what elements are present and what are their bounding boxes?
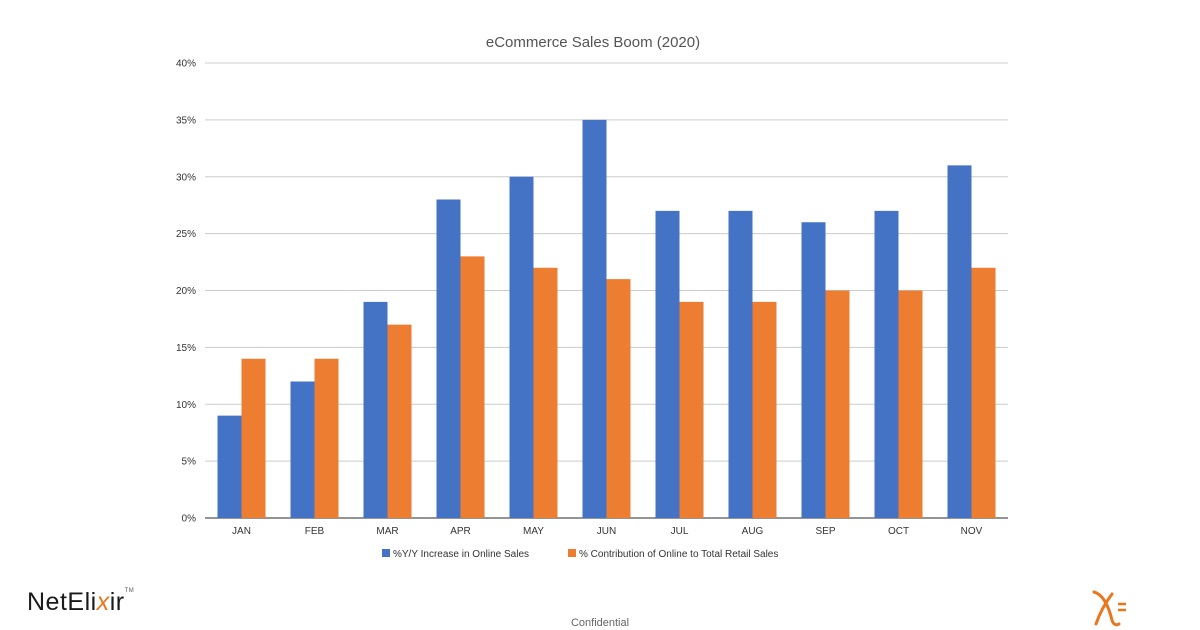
bar-online-contribution [825,290,850,518]
y-tick-label: 5% [182,457,197,468]
logo-text: Net [27,588,68,616]
bar-yoy-increase [290,381,315,518]
confidential-label: Confidential [570,617,630,629]
x-tick-label: AUG [742,526,764,537]
legend-swatch [568,549,576,557]
x-axis-ticks: JAN FEB MAR APR MAY JUN JUL AUG SEP OCT NOV [232,526,983,537]
x-tick-label: SEP [815,526,835,537]
bar-online-contribution [606,279,631,518]
x-tick-label: APR [450,526,471,537]
bar-online-contribution [971,267,996,518]
x-equals-logo-icon [1092,590,1126,627]
bar-online-contribution [387,324,412,518]
x-tick-label: MAR [376,526,398,537]
x-tick-label: MAY [523,526,544,537]
chart-title: eCommerce Sales Boom (2020) [486,34,700,51]
x-tick-label: JUL [671,526,689,537]
bar-yoy-increase [582,119,607,518]
x-tick-label: JAN [232,526,251,537]
legend-label: % Contribution of Online to Total Retail… [579,549,778,560]
bar-online-contribution [679,301,704,518]
y-tick-label: 30% [176,172,196,183]
bar-online-contribution [533,267,558,518]
legend-swatch [382,549,390,557]
x-tick-label: JUN [597,526,616,537]
bar-yoy-increase [436,199,461,518]
x-tick-label: OCT [888,526,909,537]
bar-yoy-increase [363,301,388,518]
bar-online-contribution [752,301,777,518]
bar-online-contribution [241,358,266,518]
bar-yoy-increase [874,210,899,518]
netelixir-logo: NetElixirTM [27,588,135,616]
bar-online-contribution [314,358,339,518]
x-tick-label: NOV [961,526,983,537]
y-tick-label: 20% [176,286,196,297]
bar-yoy-increase [655,210,680,518]
y-tick-label: 10% [176,400,196,411]
legend: %Y/Y Increase in Online Sales % Contribut… [382,549,778,560]
bar-online-contribution [898,290,923,518]
y-axis-ticks: 0% 5% 10% 15% 20% 25% 30% 35% 40% [176,59,196,525]
bar-yoy-increase [947,165,972,518]
y-tick-label: 35% [176,115,196,126]
y-tick-label: 0% [182,514,197,525]
bar-yoy-increase [801,222,826,518]
bar-online-contribution [460,256,485,518]
bar-yoy-increase [509,176,534,518]
bar-yoy-increase [217,415,242,518]
y-tick-label: 40% [176,59,196,70]
legend-label: %Y/Y Increase in Online Sales [393,549,529,560]
x-tick-label: FEB [305,526,325,537]
bar-yoy-increase [728,210,753,518]
y-tick-label: 25% [176,229,196,240]
y-tick-label: 15% [176,343,196,354]
bars [217,119,996,518]
